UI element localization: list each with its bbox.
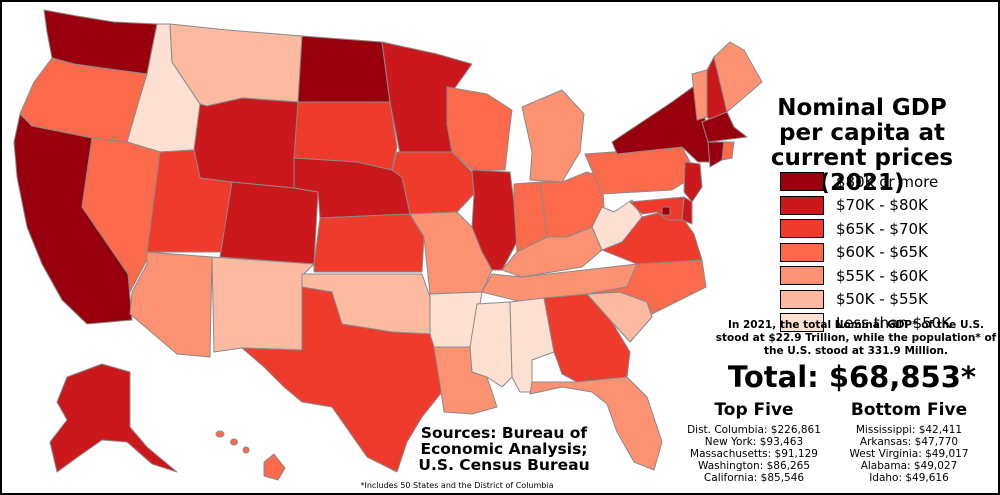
top-five-heading: Top Five xyxy=(714,400,794,420)
legend-swatch xyxy=(780,266,824,286)
total-value: Total: $68,853* xyxy=(727,360,977,394)
state-nd xyxy=(297,35,391,103)
legend: $80K or more $70K - $80K $65K - $70K $60… xyxy=(780,170,951,335)
state-mi xyxy=(521,89,585,183)
state-ct xyxy=(707,141,725,168)
state-nm xyxy=(211,256,315,353)
legend-label: $65K - $70K xyxy=(836,219,928,238)
hawaii-island xyxy=(215,430,225,438)
state-wi xyxy=(446,86,513,171)
summary-note: In 2021, the total Nominal GDP* of the U… xyxy=(715,319,997,357)
legend-item: $55K - $60K xyxy=(780,264,951,288)
state-nj xyxy=(683,161,703,203)
legend-swatch xyxy=(780,313,824,333)
legend-label: $50K - $55K xyxy=(836,290,928,309)
legend-item: $65K - $70K xyxy=(780,217,951,241)
list-item: Arkansas: $47,770 xyxy=(859,436,959,448)
legend-swatch xyxy=(780,219,824,239)
state-wy xyxy=(193,97,299,189)
legend-item: $70K - $80K xyxy=(780,194,951,218)
sources-text: Sources: Bureau of Economic Analysis; U.… xyxy=(418,424,590,474)
legend-swatch xyxy=(780,172,824,192)
legend-label: $60K - $65K xyxy=(836,243,928,262)
legend-item: $60K - $65K xyxy=(780,241,951,265)
state-ma xyxy=(701,111,748,143)
state-tx xyxy=(241,286,443,473)
state-ri xyxy=(721,141,735,161)
hawaii-island xyxy=(242,446,250,454)
state-me xyxy=(713,41,763,113)
legend-label: Less than $50K xyxy=(836,313,952,332)
list-item: California: $85,546 xyxy=(703,472,805,484)
list-item: Mississippi: $42,411 xyxy=(855,424,963,436)
list-item: Dist. Columbia: $226,861 xyxy=(687,424,821,436)
list-item: Washington: $86,265 xyxy=(698,460,810,472)
state-nv xyxy=(81,137,161,293)
footnote: *Includes 50 States and the District of … xyxy=(360,481,554,490)
legend-swatch xyxy=(780,289,824,309)
state-il xyxy=(471,169,518,271)
list-item: Idaho: $49,616 xyxy=(869,472,949,484)
legend-swatch xyxy=(780,242,824,262)
list-item: New York: $93,463 xyxy=(704,436,804,448)
top-five-list: Top Five Dist. Columbia: $226,861 New Yo… xyxy=(674,400,834,484)
state-dc xyxy=(661,206,671,216)
bottom-five-heading: Bottom Five xyxy=(850,400,968,420)
legend-label: $70K - $80K xyxy=(836,196,928,215)
legend-label: $55K - $60K xyxy=(836,266,928,285)
state-pa xyxy=(584,146,691,195)
legend-item: $50K - $55K xyxy=(780,288,951,312)
state-hi xyxy=(263,453,286,481)
legend-item: Less than $50K xyxy=(780,311,951,335)
state-ak xyxy=(49,363,178,473)
hawaii-island xyxy=(230,438,238,446)
state-co xyxy=(219,181,319,265)
state-wv xyxy=(591,199,643,251)
list-item: Alabama: $49,027 xyxy=(860,460,958,472)
legend-item: $80K or more xyxy=(780,170,951,194)
state-ks xyxy=(313,213,425,273)
state-az xyxy=(129,251,213,358)
list-item: West Virginia: $49,017 xyxy=(849,448,969,460)
state-fl xyxy=(529,376,663,471)
legend-swatch xyxy=(780,195,824,215)
legend-label: $80K or more xyxy=(836,172,939,191)
map-title: Nominal GDP per capita at current prices… xyxy=(770,95,954,196)
list-item: Massachusetts: $91,129 xyxy=(690,448,818,460)
state-nc xyxy=(586,259,707,315)
bottom-five-list: Bottom Five Mississippi: $42,411 Arkansa… xyxy=(834,400,984,484)
